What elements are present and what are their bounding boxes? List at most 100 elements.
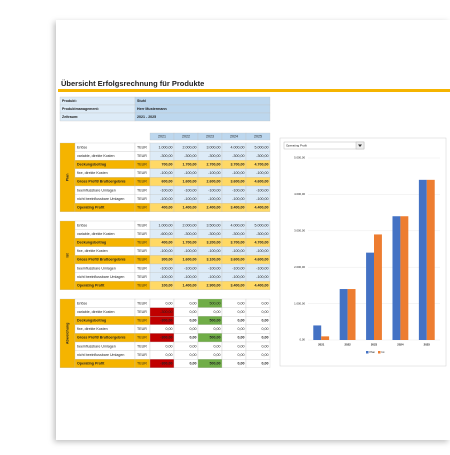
info-value-cell [134, 112, 271, 122]
value: 0,00 [238, 310, 245, 314]
value: 400,00 [162, 205, 173, 209]
value: 0,00 [262, 353, 269, 357]
unit: TEUR [137, 344, 147, 348]
value: 1.600,00 [183, 258, 197, 262]
dropdown-value: Operating Profit [286, 143, 307, 147]
value: 700,00 [162, 162, 173, 166]
legend-label: Plan [370, 350, 376, 354]
value: 0,00 [190, 310, 197, 314]
value: 3.700,00 [231, 162, 245, 166]
value: 5.000,00 [255, 145, 269, 149]
value: 500,00 [210, 336, 221, 340]
unit: TEUR [137, 266, 147, 270]
value: -100,00 [256, 188, 268, 192]
info-label: Produktmanagement: [62, 107, 99, 111]
value: 0,00 [166, 344, 173, 348]
value: -100,00 [256, 249, 268, 253]
value: 500,00 [210, 361, 221, 365]
value: -100,00 [232, 188, 244, 192]
y-tick-label: 0,00 [300, 338, 306, 342]
row-label: beeinflussbare Umlagen [77, 344, 116, 348]
row-label: variable, direkte Kosten [77, 232, 115, 236]
y-tick-label: 2.000,00 [294, 265, 305, 269]
value: 0,00 [238, 353, 245, 357]
value: -100,00 [184, 275, 196, 279]
x-tick-label: 2023 [371, 343, 378, 347]
value: 0,00 [190, 353, 197, 357]
value: -100,00 [232, 197, 244, 201]
row-label: Operating Profit [77, 205, 105, 209]
value: 2.700,00 [207, 162, 221, 166]
value: 300,00 [162, 258, 173, 262]
value: -300,00 [160, 318, 172, 322]
row-label: variable, direkte Kosten [77, 154, 115, 158]
year: 2023 [206, 134, 214, 138]
unit: TEUR [137, 301, 147, 305]
value: -100,00 [256, 171, 268, 175]
legend-swatch [366, 351, 369, 354]
value: 4.600,00 [255, 258, 269, 262]
year: 2021 [158, 134, 166, 138]
value: 1.000,00 [159, 145, 173, 149]
value: 500,00 [210, 318, 221, 322]
value: 0,00 [214, 327, 221, 331]
bar [313, 325, 322, 340]
value: 0,00 [166, 327, 173, 331]
value: 3.100,00 [207, 258, 221, 262]
dropdown-arrow [358, 144, 362, 147]
value: -600,00 [160, 232, 172, 236]
info-value: 2021 - 2025 [137, 115, 156, 119]
value: -300,00 [184, 232, 196, 236]
bar [339, 289, 348, 340]
value: 1.700,00 [183, 162, 197, 166]
value: -100,00 [256, 275, 268, 279]
value: 3.000,00 [207, 145, 221, 149]
value: 400,00 [162, 240, 173, 244]
year: 2022 [182, 134, 190, 138]
info-value: Herr Mustermann [137, 107, 167, 111]
value: 0,00 [238, 318, 245, 322]
value: 0,00 [262, 336, 269, 340]
unit: TEUR [137, 188, 147, 192]
bar [374, 234, 382, 340]
row-label: Deckungsbeitrag [77, 162, 106, 166]
value: 3.400,00 [231, 283, 245, 287]
value: 4.600,00 [255, 180, 269, 184]
x-tick-label: 2021 [318, 343, 325, 347]
bar [347, 289, 356, 340]
value: 0,00 [190, 336, 197, 340]
value: -100,00 [256, 197, 268, 201]
value: -100,00 [208, 171, 220, 175]
bar [392, 216, 401, 340]
year-cell [245, 132, 271, 141]
value: 3.600,00 [231, 258, 245, 262]
value: -300,00 [208, 232, 220, 236]
bar [418, 179, 427, 340]
unit: TEUR [137, 180, 147, 184]
row-label: nicht beeinflussbare Umlagen [77, 275, 124, 279]
value: -100,00 [208, 249, 220, 253]
value: 1.700,00 [183, 240, 197, 244]
value: -300,00 [256, 154, 268, 158]
value: -100,00 [256, 266, 268, 270]
value: 0,00 [262, 327, 269, 331]
y-tick-label: 3.000,00 [294, 229, 305, 233]
unit: TEUR [137, 275, 147, 279]
bar [366, 252, 374, 340]
block-label: Abweichung [65, 323, 69, 344]
value: -300,00 [160, 361, 172, 365]
row-label: beeinflussbare Umlagen [77, 266, 116, 270]
value: 500,00 [210, 301, 221, 305]
value: -100,00 [184, 188, 196, 192]
unit: TEUR [137, 205, 147, 209]
value: 3.700,00 [231, 240, 245, 244]
value: 0,00 [166, 353, 173, 357]
block-label: Plan [65, 174, 69, 182]
value: -100,00 [160, 275, 172, 279]
value: -300,00 [184, 154, 196, 158]
row-label: variable, direkte Kosten [77, 310, 115, 314]
row-label: Deckungsbeitrag [77, 318, 106, 322]
row-label: Deckungsbeitrag [77, 240, 106, 244]
value: 0,00 [262, 361, 269, 365]
info-value: Stuhl [137, 99, 146, 103]
